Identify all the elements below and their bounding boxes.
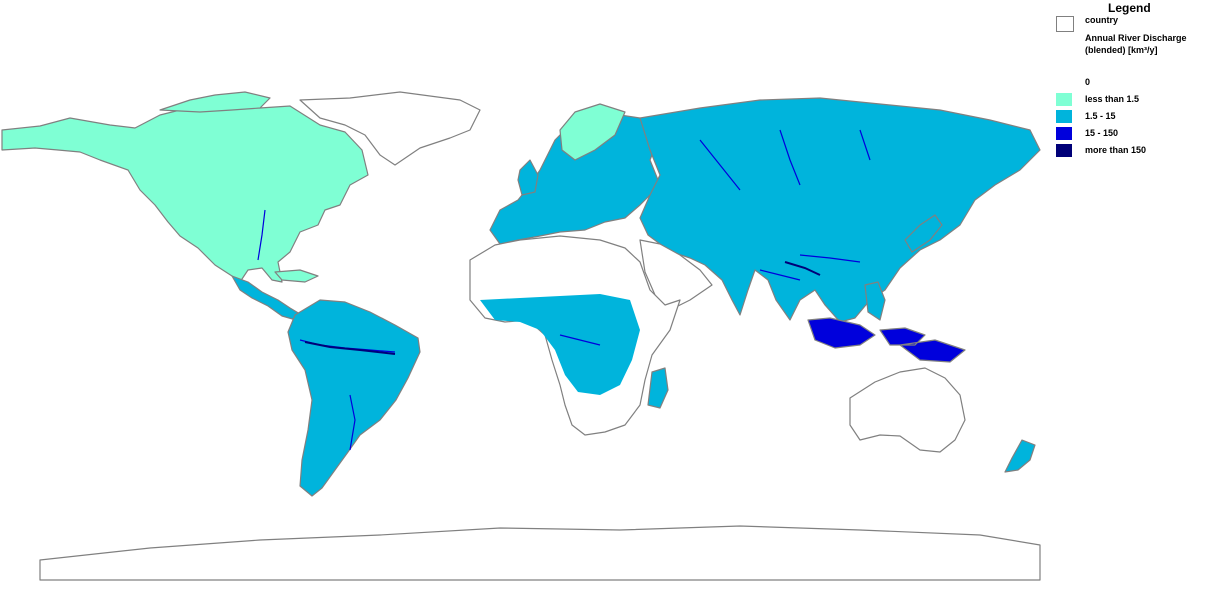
landmass-indonesia — [807, 317, 966, 363]
legend-label-1-5-15: 1.5 - 15 — [1085, 111, 1116, 121]
legend-swatch-1-5-15 — [1056, 110, 1072, 123]
landmass-great-britain — [517, 159, 539, 196]
river-parana — [349, 394, 356, 451]
river-ganges — [759, 269, 801, 281]
world-river-discharge-map — [1, 91, 1041, 581]
landmass-south-america — [287, 299, 421, 497]
river-yangtze — [799, 254, 861, 263]
river-mississippi — [257, 209, 266, 261]
river-brahmaputra — [784, 261, 821, 276]
landmass-arabia — [639, 239, 713, 311]
river-siberia — [699, 129, 871, 191]
legend-panel: Legend country Annual River Discharge (b… — [1050, 0, 1210, 200]
landmass-antarctica — [39, 525, 1041, 581]
river-amazon-main — [304, 341, 396, 355]
legend-label-less-than-1-5: less than 1.5 — [1085, 94, 1140, 104]
legend-label-country: country — [1085, 15, 1119, 25]
landmass-japan — [904, 214, 943, 253]
landmass-new-zealand — [1004, 439, 1036, 473]
landmass-philippines — [864, 281, 886, 321]
region-central-africa-discharge — [480, 294, 640, 395]
legend-swatch-more-than-150 — [1056, 144, 1072, 157]
river-congo — [559, 334, 601, 346]
landmass-caribbean — [274, 269, 319, 283]
legend-swatch-country — [1056, 16, 1074, 32]
legend-layer-title-line1: Annual River Discharge — [1085, 33, 1187, 43]
legend-label-0: 0 — [1085, 77, 1091, 87]
legend-layer-title-line2: (blended) [km³/y] — [1085, 45, 1158, 55]
landmass-central-america — [231, 275, 301, 321]
landmass-north-america — [1, 99, 369, 283]
legend-swatch-less-than-1-5 — [1056, 93, 1072, 106]
landmass-scandinavia — [559, 103, 626, 161]
legend-title: Legend — [1108, 1, 1151, 15]
legend-swatch-15-150 — [1056, 127, 1072, 140]
landmass-madagascar — [647, 367, 669, 409]
landmass-arctic-islands — [159, 91, 271, 113]
legend-label-15-150: 15 - 150 — [1085, 128, 1119, 138]
landmass-greenland — [299, 91, 481, 166]
landmass-australia — [849, 367, 966, 453]
legend-label-more-than-150: more than 150 — [1085, 145, 1147, 155]
